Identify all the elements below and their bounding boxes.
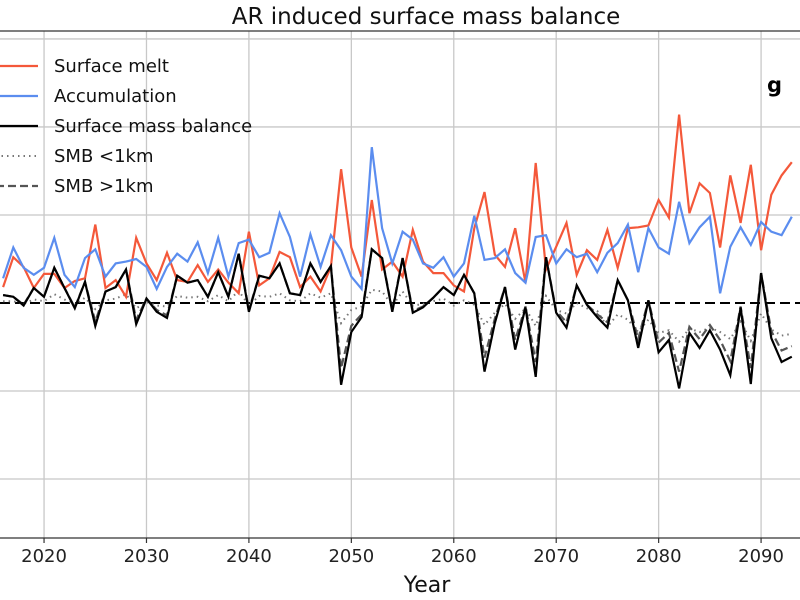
x-tick-label: 2040 xyxy=(226,546,272,567)
series-line-accumulation xyxy=(2,147,793,294)
series-line-surface-melt xyxy=(2,114,793,300)
series-line-smb-1km xyxy=(3,288,792,344)
x-tick-label: 2050 xyxy=(328,546,374,567)
x-tick-label: 2090 xyxy=(738,546,784,567)
series-lines xyxy=(0,114,800,389)
x-axis-label: Year xyxy=(403,573,452,598)
axes: 2020 2030 2040 2050 2060 2070 2080 2090 xyxy=(0,30,800,567)
legend-label: Surface mass balance xyxy=(54,116,252,137)
legend-label: Accumulation xyxy=(54,86,177,107)
legend-label: Surface melt xyxy=(54,56,169,77)
x-tick-label: 2080 xyxy=(636,546,682,567)
grid xyxy=(0,31,800,538)
x-tick-label: 2060 xyxy=(431,546,477,567)
legend-label: SMB <1km xyxy=(54,146,154,167)
legend-label: SMB >1km xyxy=(54,176,154,197)
x-tick-label: 2030 xyxy=(124,546,170,567)
legend: Surface melt Accumulation Surface mass bal… xyxy=(0,56,252,197)
panel-label: g xyxy=(767,73,782,97)
chart-title: AR induced surface mass balance xyxy=(232,4,621,30)
x-tick-label: 2070 xyxy=(533,546,579,567)
x-tick-label: 2020 xyxy=(21,546,67,567)
series-line-surface-mass-balance xyxy=(2,247,793,389)
